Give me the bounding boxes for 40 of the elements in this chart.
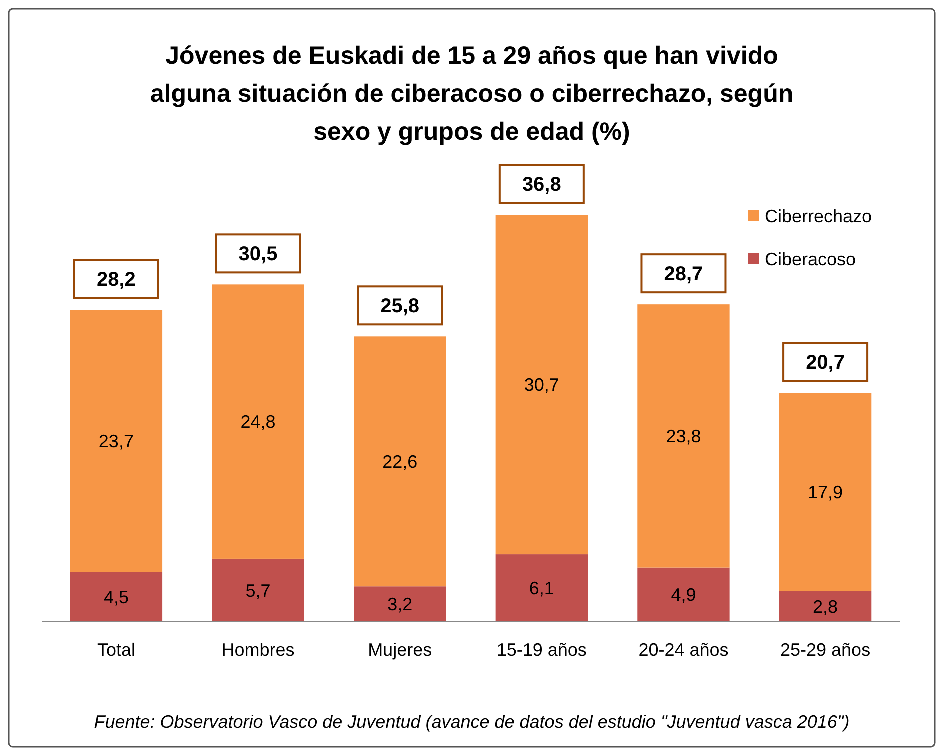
data-label: 23,8 xyxy=(666,426,702,446)
x-tick-label: 25-29 años xyxy=(780,640,871,660)
bar xyxy=(779,393,872,592)
total-label: 25,8 xyxy=(380,296,420,318)
data-label: 30,7 xyxy=(524,375,560,396)
legend-label: Ciberacoso xyxy=(765,249,856,270)
data-label: 2,8 xyxy=(813,596,838,617)
bar xyxy=(70,572,163,622)
total-label: 28,2 xyxy=(96,269,136,292)
source-note: Fuente: Observatorio Vasco de Juventud (avance de datos del estudio "Juventud vasca 2016") xyxy=(94,712,850,732)
bar xyxy=(638,568,730,622)
bar xyxy=(212,284,304,559)
data-label: 24,8 xyxy=(240,412,276,432)
data-label: 22,6 xyxy=(382,452,418,472)
bar xyxy=(354,586,446,622)
data-label: 17,9 xyxy=(808,482,844,502)
bar xyxy=(496,554,588,622)
data-label: 3,2 xyxy=(388,594,413,615)
data-label: 4,5 xyxy=(104,587,129,608)
x-tick-label: Hombres xyxy=(222,640,295,660)
x-tick-label: Total xyxy=(97,640,136,660)
bar xyxy=(779,591,872,622)
bar xyxy=(70,310,163,572)
bar xyxy=(638,304,730,568)
total-label: 20,7 xyxy=(806,352,846,374)
x-tick-label: 20-24 años xyxy=(638,640,729,660)
x-tick-label: Mujeres xyxy=(368,640,432,660)
data-label: 6,1 xyxy=(529,578,554,599)
legend-label: Ciberrechazo xyxy=(765,206,872,226)
bar xyxy=(354,336,446,587)
data-label: 4,9 xyxy=(671,585,696,606)
chart-title: Jóvenes de Euskadi de 15 a 29 años que han vivido alguna situación de ciberacoso o ciberrechazo, según sexo y grupos de edad (%) xyxy=(150,42,794,146)
total-label: 28,7 xyxy=(664,264,704,286)
total-label: 36,8 xyxy=(522,174,562,196)
total-label: 30,5 xyxy=(238,244,278,266)
bar xyxy=(496,215,588,555)
bar xyxy=(212,558,304,622)
data-label: 5,7 xyxy=(246,580,271,601)
x-tick-label: 15-19 años xyxy=(496,640,587,660)
data-label: 23,7 xyxy=(98,431,134,452)
